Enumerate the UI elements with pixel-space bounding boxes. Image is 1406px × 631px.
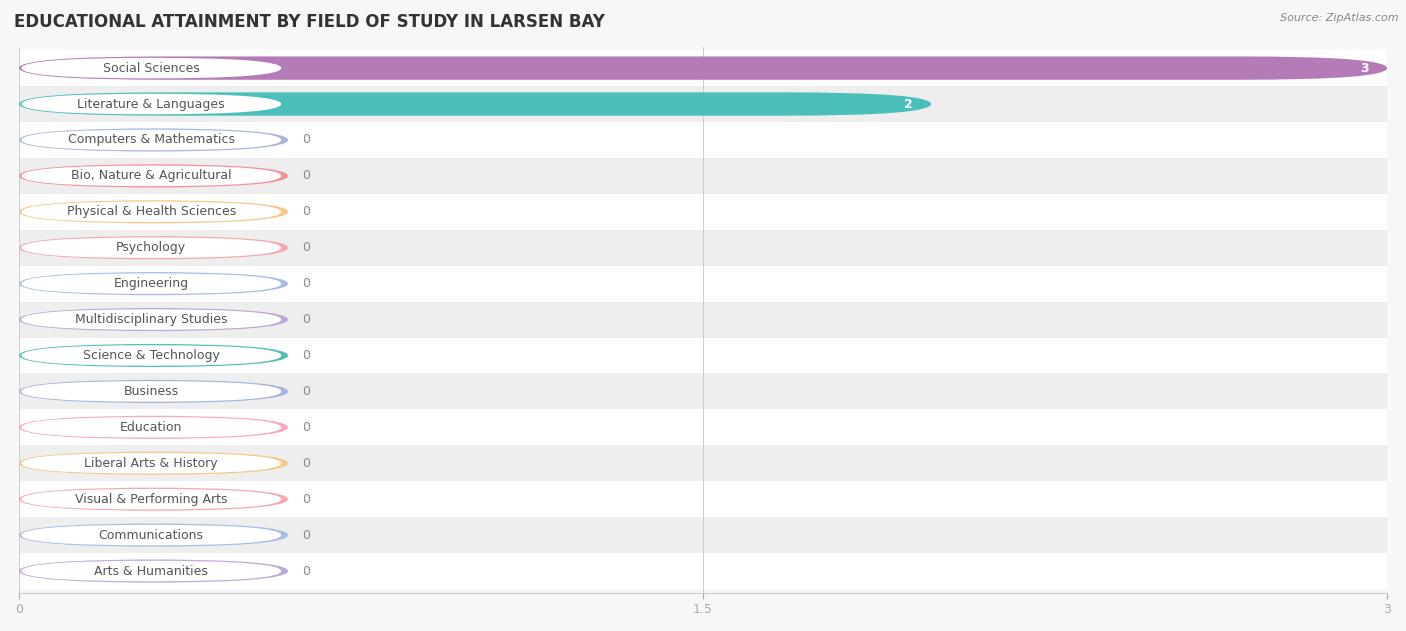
Text: 0: 0 xyxy=(302,205,309,218)
FancyBboxPatch shape xyxy=(21,165,281,186)
Bar xyxy=(20,410,1388,445)
Bar xyxy=(20,302,1388,338)
Bar xyxy=(20,266,1388,302)
FancyBboxPatch shape xyxy=(21,201,281,222)
FancyBboxPatch shape xyxy=(21,345,281,366)
Bar xyxy=(20,517,1388,553)
FancyBboxPatch shape xyxy=(21,273,281,294)
FancyBboxPatch shape xyxy=(21,489,281,509)
Text: Education: Education xyxy=(120,421,183,434)
Text: 0: 0 xyxy=(302,457,309,469)
FancyBboxPatch shape xyxy=(20,56,1388,80)
Text: Literature & Languages: Literature & Languages xyxy=(77,98,225,110)
Bar xyxy=(20,445,1388,481)
Text: 0: 0 xyxy=(302,565,309,577)
FancyBboxPatch shape xyxy=(21,58,281,78)
Bar xyxy=(20,481,1388,517)
Bar xyxy=(20,230,1388,266)
Text: 0: 0 xyxy=(302,421,309,434)
Text: 0: 0 xyxy=(302,169,309,182)
FancyBboxPatch shape xyxy=(20,164,288,187)
FancyBboxPatch shape xyxy=(20,272,288,295)
Text: Psychology: Psychology xyxy=(117,241,187,254)
FancyBboxPatch shape xyxy=(20,200,288,223)
FancyBboxPatch shape xyxy=(21,237,281,258)
Text: Business: Business xyxy=(124,385,179,398)
Text: Bio, Nature & Agricultural: Bio, Nature & Agricultural xyxy=(70,169,232,182)
FancyBboxPatch shape xyxy=(20,488,288,511)
FancyBboxPatch shape xyxy=(20,416,288,439)
Text: Multidisciplinary Studies: Multidisciplinary Studies xyxy=(75,313,228,326)
Text: Visual & Performing Arts: Visual & Performing Arts xyxy=(75,493,228,505)
Text: 0: 0 xyxy=(302,241,309,254)
FancyBboxPatch shape xyxy=(20,128,288,151)
Text: Physical & Health Sciences: Physical & Health Sciences xyxy=(66,205,236,218)
Text: Liberal Arts & History: Liberal Arts & History xyxy=(84,457,218,469)
Text: Engineering: Engineering xyxy=(114,277,188,290)
Text: 0: 0 xyxy=(302,133,309,146)
FancyBboxPatch shape xyxy=(20,524,288,547)
FancyBboxPatch shape xyxy=(20,236,288,259)
FancyBboxPatch shape xyxy=(21,309,281,330)
FancyBboxPatch shape xyxy=(20,344,288,367)
FancyBboxPatch shape xyxy=(20,559,288,582)
Text: 2: 2 xyxy=(904,98,912,110)
Text: 0: 0 xyxy=(302,313,309,326)
FancyBboxPatch shape xyxy=(21,453,281,473)
FancyBboxPatch shape xyxy=(21,525,281,545)
FancyBboxPatch shape xyxy=(21,561,281,581)
FancyBboxPatch shape xyxy=(21,130,281,150)
FancyBboxPatch shape xyxy=(20,92,931,115)
Text: 0: 0 xyxy=(302,349,309,362)
Bar xyxy=(20,50,1388,86)
Bar xyxy=(20,338,1388,374)
Text: Arts & Humanities: Arts & Humanities xyxy=(94,565,208,577)
Text: Communications: Communications xyxy=(98,529,204,541)
Bar xyxy=(20,122,1388,158)
Text: 0: 0 xyxy=(302,385,309,398)
Text: Source: ZipAtlas.com: Source: ZipAtlas.com xyxy=(1281,13,1399,23)
Bar xyxy=(20,553,1388,589)
Bar xyxy=(20,194,1388,230)
FancyBboxPatch shape xyxy=(21,381,281,402)
FancyBboxPatch shape xyxy=(21,417,281,438)
FancyBboxPatch shape xyxy=(20,452,288,475)
Text: 0: 0 xyxy=(302,277,309,290)
Bar xyxy=(20,86,1388,122)
FancyBboxPatch shape xyxy=(21,94,281,114)
Text: 0: 0 xyxy=(302,493,309,505)
FancyBboxPatch shape xyxy=(20,308,288,331)
Text: Computers & Mathematics: Computers & Mathematics xyxy=(67,133,235,146)
Text: Science & Technology: Science & Technology xyxy=(83,349,219,362)
Text: 0: 0 xyxy=(302,529,309,541)
Text: 3: 3 xyxy=(1360,62,1369,74)
FancyBboxPatch shape xyxy=(20,380,288,403)
Text: EDUCATIONAL ATTAINMENT BY FIELD OF STUDY IN LARSEN BAY: EDUCATIONAL ATTAINMENT BY FIELD OF STUDY… xyxy=(14,13,605,31)
Bar xyxy=(20,158,1388,194)
Bar xyxy=(20,374,1388,410)
Text: Social Sciences: Social Sciences xyxy=(103,62,200,74)
